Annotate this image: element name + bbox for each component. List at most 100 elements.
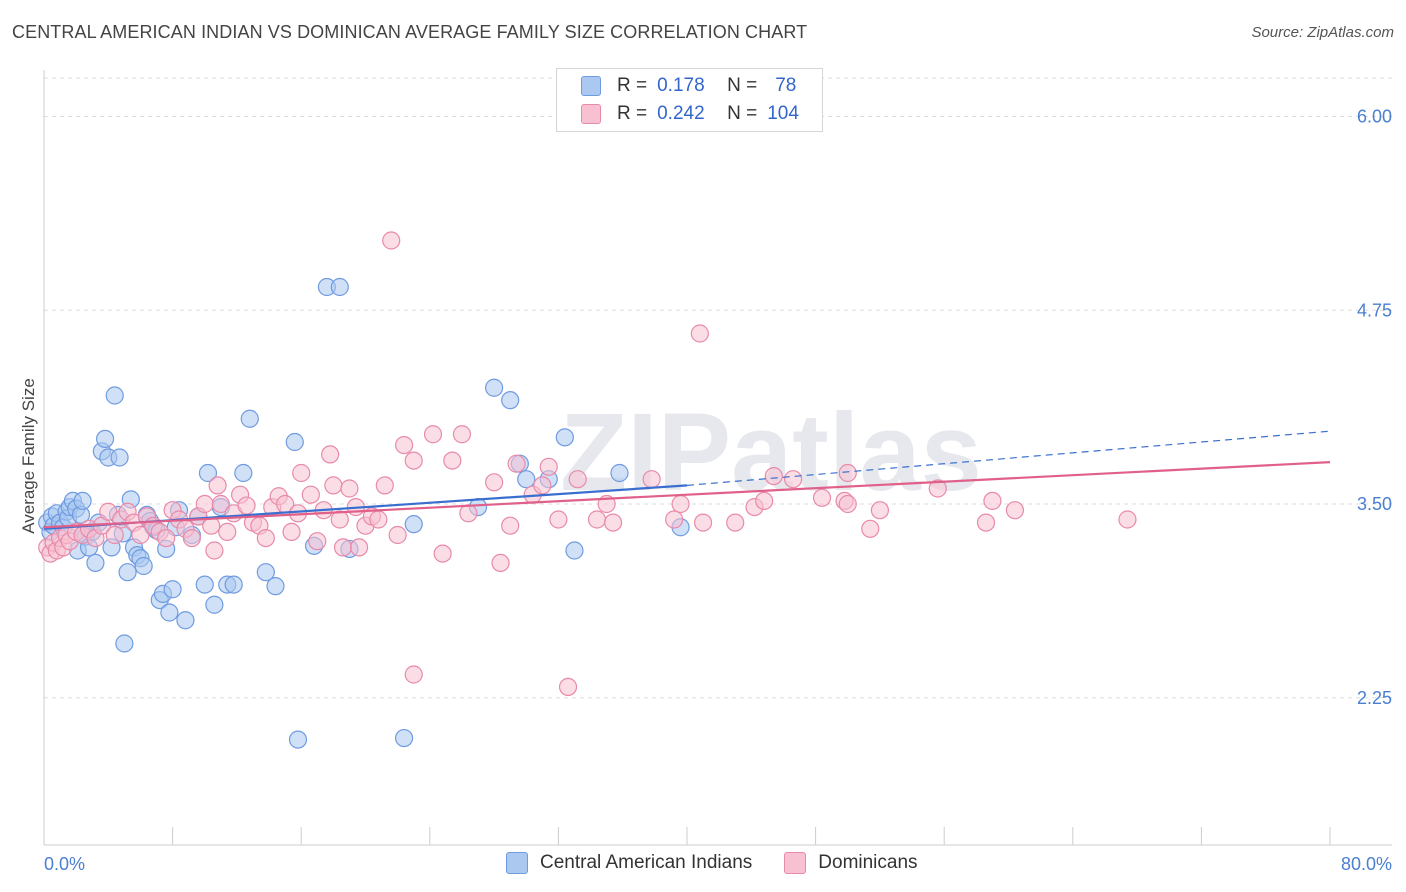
data-point: [755, 491, 774, 510]
data-point: [240, 409, 259, 428]
data-point: [256, 528, 275, 548]
data-point: [693, 513, 713, 532]
data-point: [324, 476, 343, 495]
legend-row-dominicans: R = 0.242 N = 104: [581, 101, 799, 127]
data-point: [501, 516, 520, 535]
data-point: [333, 538, 353, 557]
data-point: [433, 544, 452, 563]
stats-legend: R = 0.178 N = 78 R = 0.242 N = 104: [556, 68, 823, 132]
data-point: [443, 451, 462, 470]
x-tick-label: 0.0%: [44, 854, 85, 874]
data-point: [115, 634, 134, 653]
data-point: [198, 463, 218, 483]
legend-n-label: N =: [727, 103, 758, 124]
x-tick-label: 80.0%: [1341, 854, 1392, 874]
legend-r-value: 0.178: [657, 75, 705, 96]
data-point: [533, 476, 552, 495]
data-point: [110, 448, 129, 467]
data-point: [266, 577, 285, 596]
y-axis-label: Average Family Size: [19, 378, 38, 534]
data-point: [330, 510, 349, 529]
legend-swatch-blue: [581, 76, 601, 96]
data-point: [308, 532, 327, 551]
data-point: [369, 510, 388, 529]
legend-r-value: 0.242: [657, 103, 705, 124]
legend-n-value: 78: [775, 75, 797, 96]
data-point: [118, 563, 137, 582]
data-point: [282, 522, 301, 542]
y-tick-label: 3.50: [1357, 494, 1392, 514]
data-point: [558, 677, 578, 697]
data-point: [105, 525, 124, 545]
legend-n-label: N =: [727, 75, 758, 96]
legend-swatch-pink: [784, 852, 807, 874]
data-point: [726, 513, 745, 532]
legend-label: Dominicans: [818, 852, 918, 873]
legend-swatch-pink: [581, 104, 601, 124]
data-point: [340, 479, 359, 498]
data-point: [182, 528, 201, 548]
legend-row-central-american-indians: R = 0.178 N = 78: [581, 73, 796, 99]
data-point: [157, 528, 176, 548]
data-point: [234, 463, 253, 483]
y-tick-labels: 2.25 3.50 4.75 6.00: [1357, 107, 1392, 708]
legend-item-central-american-indians: Central American Indians: [506, 852, 752, 874]
data-point: [134, 556, 153, 576]
data-point: [671, 494, 690, 514]
data-point: [928, 479, 947, 498]
data-point: [587, 510, 607, 529]
data-point: [195, 494, 214, 514]
data-point: [163, 580, 182, 599]
y-tick-label: 4.75: [1357, 300, 1392, 320]
data-point: [205, 595, 224, 614]
data-point: [330, 277, 349, 297]
data-point: [459, 504, 478, 523]
data-point: [285, 432, 304, 452]
axes: [43, 70, 1392, 846]
data-point: [485, 378, 504, 397]
series-legend: Central American Indians Dominicans: [506, 852, 950, 874]
data-point: [764, 467, 783, 486]
data-point: [665, 510, 684, 529]
data-point: [555, 428, 574, 447]
data-point: [349, 538, 369, 557]
data-point: [870, 501, 890, 520]
y-tick-label: 6.00: [1357, 107, 1392, 127]
legend-r-label: R =: [617, 103, 648, 124]
data-point: [507, 454, 526, 473]
data-point: [208, 476, 227, 495]
chart-title: CENTRAL AMERICAN INDIAN VS DOMINICAN AVE…: [12, 22, 808, 42]
legend-item-dominicans: Dominicans: [784, 852, 918, 874]
data-point: [838, 463, 857, 483]
data-point: [292, 463, 311, 483]
data-point: [603, 513, 623, 532]
data-point: [517, 470, 536, 489]
data-point: [404, 451, 423, 470]
data-point: [195, 575, 214, 594]
data-point: [224, 575, 243, 594]
data-point: [501, 391, 520, 410]
data-point: [783, 470, 803, 489]
trend-line: [43, 461, 1331, 529]
data-point: [1005, 501, 1025, 520]
data-point: [549, 510, 568, 529]
data-point: [160, 603, 179, 622]
legend-n-value: 104: [767, 103, 799, 124]
data-point: [690, 324, 709, 343]
data-point: [301, 485, 320, 504]
data-point: [568, 470, 587, 489]
trend-lines: [43, 430, 1331, 530]
data-point: [976, 513, 996, 532]
data-point: [73, 491, 92, 510]
data-point: [838, 494, 857, 514]
data-point: [95, 429, 115, 448]
data-point: [176, 611, 195, 630]
data-point: [565, 541, 584, 560]
data-point: [288, 730, 308, 749]
y-tick-label: 2.25: [1357, 688, 1392, 708]
legend-swatch-blue: [506, 852, 528, 874]
data-point: [452, 425, 472, 444]
data-point: [404, 665, 423, 684]
data-point: [211, 494, 230, 514]
